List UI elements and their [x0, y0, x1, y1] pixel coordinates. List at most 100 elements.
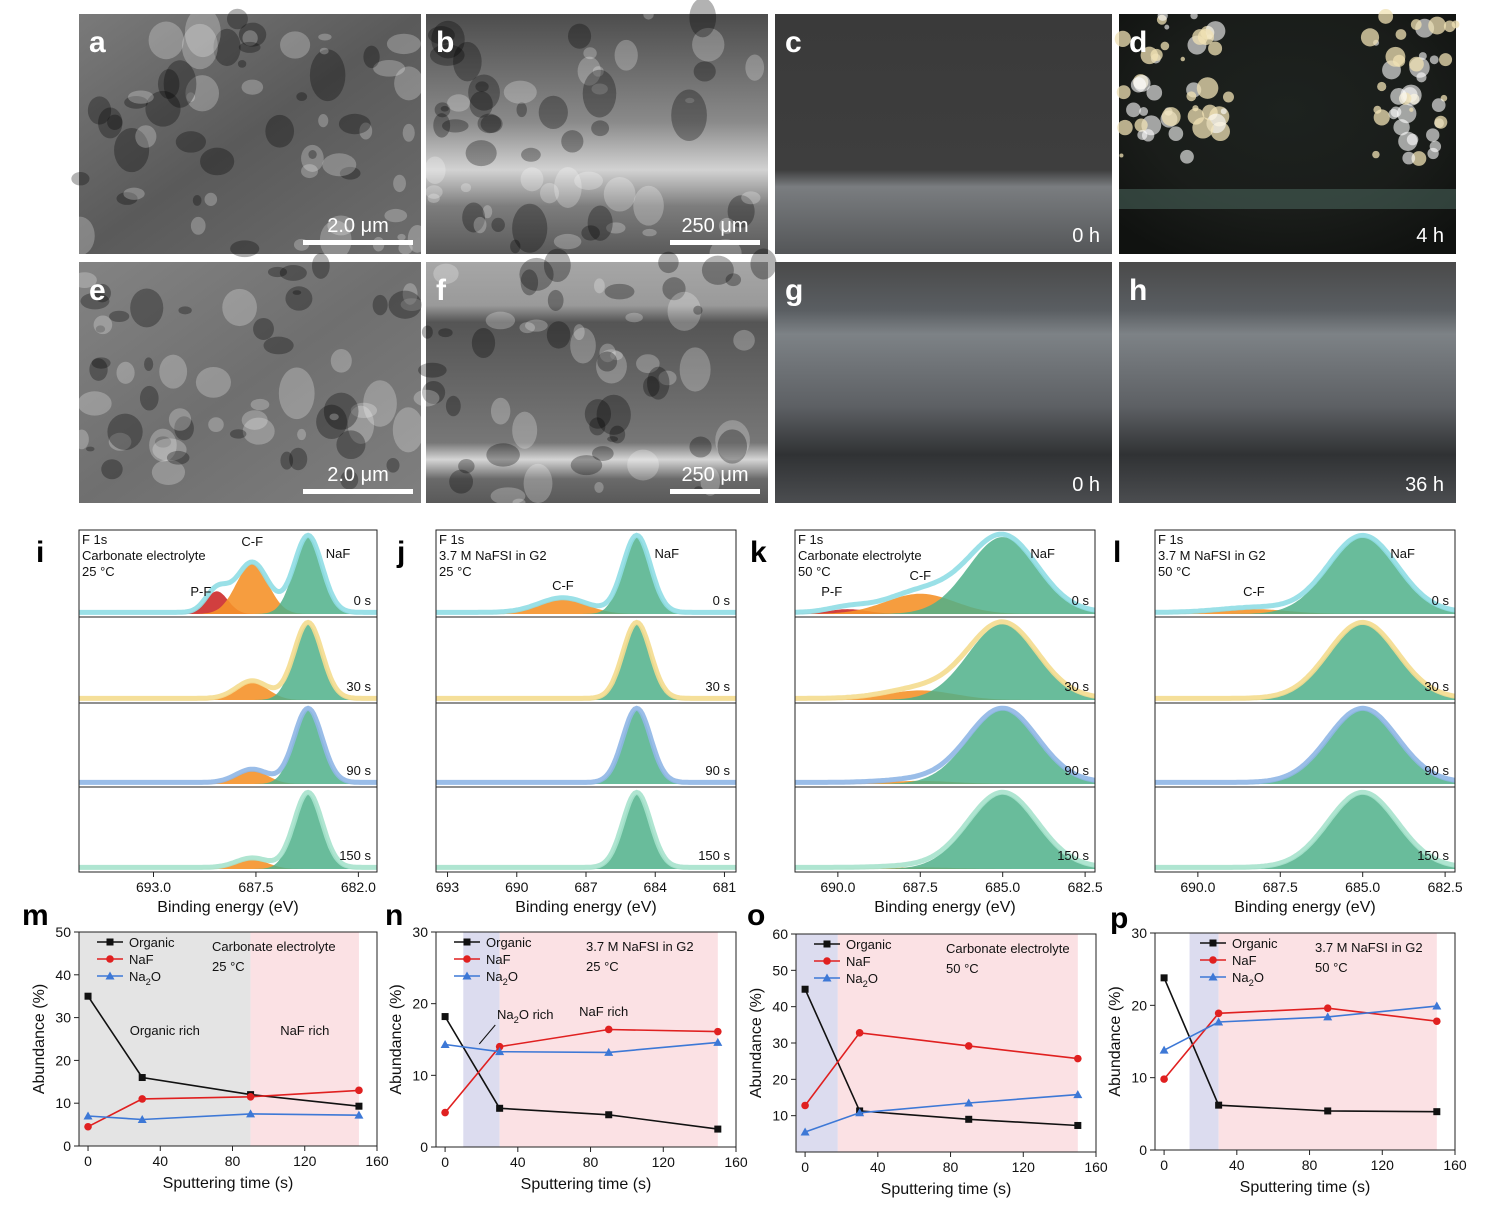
texture-grain	[519, 257, 554, 291]
texture-grain	[386, 457, 400, 473]
photo-panel-c: 0 h c	[775, 14, 1112, 254]
y-tick-label: 40	[55, 967, 71, 983]
y-tick-label: 10	[412, 1067, 428, 1083]
texture-grain	[98, 107, 123, 139]
data-point	[441, 1108, 449, 1117]
dendrite-speck	[1388, 108, 1399, 120]
data-point	[1215, 1101, 1223, 1109]
scale-bar	[303, 240, 413, 245]
photo-panel-f: 250 μm f	[413, 248, 777, 506]
texture-grain	[667, 291, 702, 331]
xps-panel-l: 0 s 30 s 90 s 150 s F 1s3.7 M NaFSI in G250 …	[1113, 529, 1463, 916]
spectrum-row: 0 s	[1154, 529, 1456, 618]
x-tick-label: 120	[1371, 1157, 1395, 1173]
texture-grain	[200, 147, 235, 176]
panel-letter: j	[396, 536, 405, 569]
sputter-time-label: 30 s	[705, 679, 730, 694]
scale-bar-label: 2.0 μm	[327, 215, 389, 237]
x-tick-label: 80	[943, 1159, 959, 1175]
texture-grain	[279, 265, 307, 281]
x-tick-label: 687.5	[238, 879, 273, 895]
dendrite-speck	[1443, 20, 1456, 33]
naf-component-peak	[795, 709, 1095, 784]
texture-grain	[128, 90, 154, 104]
spectrum-row: 30 s	[78, 616, 378, 704]
texture-grain	[425, 185, 443, 199]
data-point	[246, 1092, 255, 1101]
chart-subtitle: 50 °C	[1158, 564, 1191, 579]
texture-grain	[91, 357, 111, 369]
texture-grain	[95, 325, 106, 333]
texture-grain	[592, 446, 614, 462]
photo-panel-d: 4 h d	[1114, 9, 1460, 254]
x-tick-label: 684	[644, 879, 668, 895]
row-frame	[435, 616, 737, 704]
abundance-charts-row: 0 40 80 120 160 0 10 20 30 40 50 Sputtering time (s…	[22, 899, 1467, 1198]
raw-data-trace	[436, 532, 736, 615]
dendrite-speck	[1410, 19, 1422, 30]
x-tick-label: 40	[152, 1153, 168, 1169]
texture-grain	[280, 31, 311, 59]
texture-grain	[386, 33, 421, 55]
texture-grain	[265, 114, 295, 148]
data-point	[1074, 1054, 1082, 1063]
texture-grain	[546, 321, 571, 349]
dendrite-speck	[1119, 153, 1124, 158]
y-tick-label: 0	[420, 1139, 428, 1155]
data-point	[1323, 1004, 1332, 1013]
texture-grain	[424, 156, 446, 185]
panel-letter: l	[1113, 536, 1121, 569]
texture-grain	[339, 166, 361, 180]
spectrum-row: 150 s	[794, 786, 1096, 873]
region-label: Organic rich	[130, 1023, 200, 1038]
texture-grain	[241, 79, 264, 95]
chart-title: F 1s	[82, 532, 108, 547]
dendrite-speck	[1130, 77, 1147, 93]
spectrum-row: 0 s	[435, 529, 737, 618]
sputter-time-label: 30 s	[1064, 679, 1089, 694]
dendrite-speck	[1360, 28, 1380, 47]
data-point	[354, 1110, 364, 1119]
texture-grain	[625, 312, 643, 323]
series-line-organic	[87, 995, 359, 1107]
texture-grain	[741, 191, 761, 205]
texture-grain	[289, 447, 308, 471]
series-line-organic	[444, 1016, 718, 1130]
texture-grain	[250, 398, 270, 411]
abundance-chart-o: 0 40 80 120 160 10 20 30 40 50 60 Sputtering time (…	[747, 899, 1108, 1198]
data-point	[137, 1114, 147, 1123]
panel-letter: h	[1129, 274, 1147, 307]
cf-component-peak	[79, 859, 377, 869]
shaded-region	[1189, 933, 1219, 1150]
data-point	[1160, 1075, 1168, 1083]
texture-grain	[114, 128, 150, 173]
peak-label: NaF	[1030, 546, 1055, 561]
texture-grain	[662, 277, 686, 301]
spectrum-row: 30 s	[435, 616, 737, 704]
legend-entry: Na2O	[129, 969, 161, 987]
peak-label: P-F	[190, 584, 211, 599]
data-point	[246, 1109, 256, 1118]
texture-grain	[392, 407, 424, 453]
x-tick-label: 160	[1084, 1159, 1108, 1175]
texture-grain	[159, 354, 188, 389]
x-axis-label: Sputtering time (s)	[1240, 1179, 1371, 1196]
dendrite-speck	[1429, 55, 1439, 65]
texture-grain	[327, 215, 355, 236]
texture-grain	[469, 91, 493, 118]
y-axis-label: Abundance (%)	[31, 984, 48, 1094]
legend-entry: Organic	[846, 937, 892, 952]
raw-data-trace	[436, 619, 736, 701]
texture-grain	[230, 240, 260, 258]
texture-grain	[428, 26, 455, 45]
legend-entry: Organic	[486, 935, 532, 950]
scale-bar-label: 2.0 μm	[327, 464, 389, 486]
texture-grain	[116, 192, 138, 205]
legend-entry: Organic	[1232, 936, 1278, 951]
naf-component-peak	[1155, 709, 1455, 784]
raw-data-trace	[795, 789, 1096, 870]
dendrite-speck	[1434, 115, 1448, 129]
texture-grain	[750, 248, 777, 280]
raw-data-trace	[795, 531, 1096, 615]
abundance-chart-m: 0 40 80 120 160 0 10 20 30 40 50 Sputtering time (s…	[22, 899, 389, 1192]
